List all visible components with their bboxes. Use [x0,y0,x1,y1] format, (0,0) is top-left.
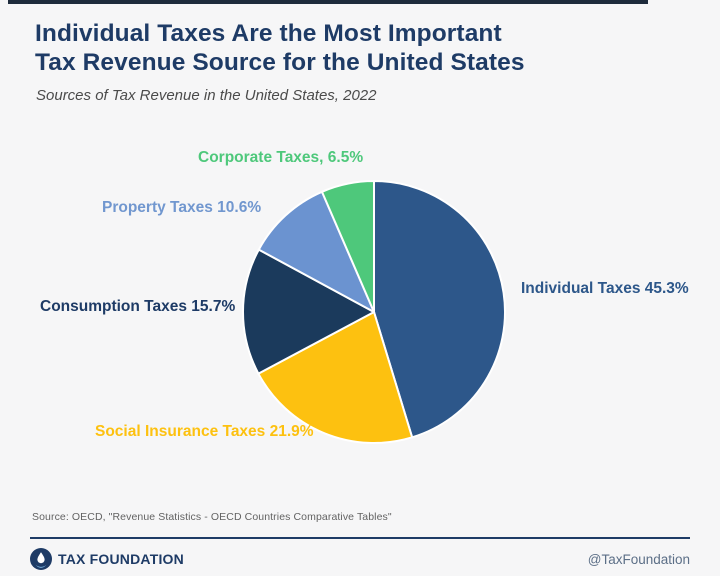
label-individual-taxes: Individual Taxes 45.3% [521,280,689,297]
title-line-2: Tax Revenue Source for the United States [35,48,525,76]
pie-chart-svg [242,180,507,444]
title-line-1: Individual Taxes Are the Most Important [35,20,502,47]
pie-slice-social-insurance-taxes [257,311,414,444]
pie-slice-property-taxes [257,190,375,313]
twitter-handle-link[interactable]: @TaxFoundation [587,551,690,567]
top-accent-bar [8,0,648,4]
source-note: Source: OECD, "Revenue Statistics - OECD… [32,511,392,523]
tax-foundation-logo-icon [30,548,52,570]
page-title: Individual Taxes Are the Most Important … [35,20,655,78]
pie-chart [234,172,514,452]
label-social-insurance-taxes: Social Insurance Taxes 21.9% [95,423,314,440]
brand-name: TAX FOUNDATION [58,551,184,567]
footer: TAX FOUNDATION @TaxFoundation [30,546,690,572]
chart-subtitle: Sources of Tax Revenue in the United Sta… [36,87,377,104]
label-property-taxes: Property Taxes 10.6% [102,199,262,216]
label-corporate-taxes: Corporate Taxes, 6.5% [198,149,364,166]
footer-divider [30,537,690,539]
pie-slice-consumption-taxes [242,248,375,375]
pie-slice-individual-taxes [373,180,507,439]
pie-slice-corporate-taxes [320,180,375,313]
label-consumption-taxes: Consumption Taxes 15.7% [40,298,236,315]
